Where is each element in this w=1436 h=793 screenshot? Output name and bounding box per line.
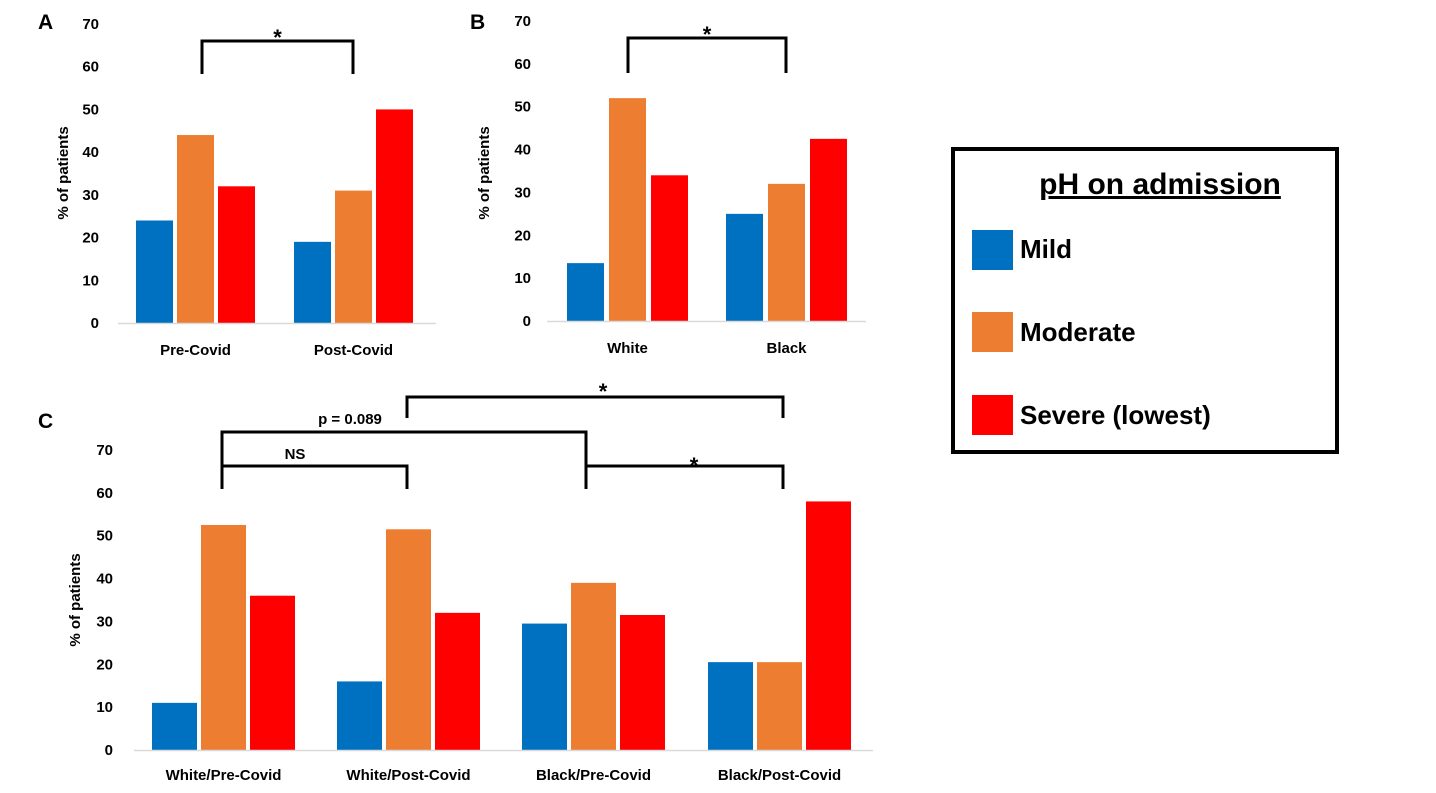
y-tick-label: 10 bbox=[514, 270, 531, 287]
x-category-label: Black/Pre-Covid bbox=[536, 767, 651, 784]
legend-title: pH on admission bbox=[1039, 168, 1281, 201]
y-tick-label: 0 bbox=[523, 313, 531, 330]
y-axis-label: % of patients bbox=[55, 126, 72, 219]
y-tick-label: 30 bbox=[514, 184, 531, 201]
chart-panels: A 0 10 20 30 40 50 60 70 % of patients Pre-Covid Po… bbox=[38, 11, 873, 784]
panel-b: B 0 10 20 30 40 50 60 70 % of patients White Black * bbox=[470, 11, 866, 357]
y-tick-label: 60 bbox=[82, 59, 99, 76]
legend-label-mild: Mild bbox=[1020, 234, 1072, 264]
bar-mild-white bbox=[567, 263, 604, 321]
significance-label: * bbox=[703, 22, 712, 47]
legend-swatch-mild bbox=[972, 230, 1013, 270]
significance-label: p = 0.089 bbox=[318, 411, 382, 428]
bar-severe-lowest-black-post-covid bbox=[806, 501, 851, 750]
legend-frame bbox=[951, 147, 1339, 454]
legend-swatch-severe bbox=[972, 395, 1013, 435]
bar-severe-lowest-white-pre-covid bbox=[250, 595, 295, 750]
bar-severe-lowest-black bbox=[810, 138, 847, 321]
bar-severe-lowest-white bbox=[651, 175, 688, 321]
x-category-label: Black/Post-Covid bbox=[718, 767, 841, 784]
y-tick-label: 20 bbox=[96, 656, 113, 673]
bar-moderate-post-covid bbox=[335, 190, 372, 323]
y-tick-label: 70 bbox=[82, 16, 99, 33]
significance-label: * bbox=[690, 453, 699, 478]
x-category-label: Black bbox=[766, 340, 807, 357]
y-axis-label: % of patients bbox=[67, 553, 84, 646]
bar-mild-white-pre-covid bbox=[152, 702, 197, 750]
panel-a: A 0 10 20 30 40 50 60 70 % of patients Pre-Covid Po… bbox=[38, 11, 436, 359]
legend: pH on admission Mild Moderate Severe (lo… bbox=[951, 147, 1339, 454]
significance-bracket bbox=[405, 395, 785, 418]
y-tick-label: 40 bbox=[514, 142, 531, 159]
bar-moderate-black-post-covid bbox=[757, 662, 802, 750]
bar-severe-lowest-black-pre-covid bbox=[620, 615, 665, 750]
y-tick-label: 10 bbox=[96, 699, 113, 716]
panel-label: B bbox=[470, 11, 485, 34]
bar-mild-black-post-covid bbox=[708, 662, 753, 750]
y-tick-label: 20 bbox=[514, 227, 531, 244]
y-tick-label: 30 bbox=[82, 187, 99, 204]
bar-mild-white-post-covid bbox=[337, 681, 382, 750]
y-tick-label: 10 bbox=[82, 272, 99, 289]
x-category-label: Pre-Covid bbox=[160, 342, 231, 359]
legend-swatch-moderate bbox=[972, 312, 1013, 352]
y-tick-label: 70 bbox=[514, 13, 531, 30]
significance-bracket bbox=[220, 430, 588, 466]
bar-moderate-pre-covid bbox=[177, 135, 214, 323]
bar-mild-black-pre-covid bbox=[522, 623, 567, 750]
y-tick-label: 50 bbox=[82, 101, 99, 118]
bar-severe-lowest-post-covid bbox=[376, 109, 413, 323]
bar-severe-lowest-white-post-covid bbox=[435, 612, 480, 750]
y-tick-label: 0 bbox=[105, 742, 113, 759]
y-tick-label: 20 bbox=[82, 230, 99, 247]
x-category-label: White/Post-Covid bbox=[346, 767, 470, 784]
bar-moderate-black bbox=[768, 183, 805, 321]
legend-label-severe: Severe (lowest) bbox=[1020, 400, 1211, 430]
y-tick-label: 60 bbox=[96, 485, 113, 502]
x-category-label: Post-Covid bbox=[314, 342, 393, 359]
y-tick-label: 30 bbox=[96, 613, 113, 630]
significance-label: * bbox=[273, 25, 282, 50]
x-category-label: White/Pre-Covid bbox=[166, 767, 282, 784]
y-tick-label: 50 bbox=[96, 528, 113, 545]
bar-moderate-white-pre-covid bbox=[201, 525, 246, 750]
y-tick-label: 0 bbox=[91, 315, 99, 332]
panel-c: C 0 10 20 30 40 50 60 70 % of patients White/Pre-C… bbox=[38, 379, 873, 784]
panel-label: C bbox=[38, 410, 53, 433]
bar-mild-pre-covid bbox=[136, 220, 173, 323]
panel-label: A bbox=[38, 11, 53, 34]
legend-label-moderate: Moderate bbox=[1020, 317, 1136, 347]
y-tick-label: 70 bbox=[96, 442, 113, 459]
bar-moderate-white-post-covid bbox=[386, 529, 431, 750]
bar-mild-post-covid bbox=[294, 241, 331, 323]
bar-moderate-white bbox=[609, 98, 646, 322]
significance-bracket bbox=[200, 39, 355, 74]
significance-bracket bbox=[220, 464, 409, 489]
y-tick-label: 50 bbox=[514, 99, 531, 116]
y-tick-label: 60 bbox=[514, 56, 531, 73]
significance-label: NS bbox=[285, 446, 306, 463]
significance-label: * bbox=[599, 379, 608, 404]
y-tick-label: 40 bbox=[82, 144, 99, 161]
bar-severe-lowest-pre-covid bbox=[218, 186, 255, 323]
bar-mild-black bbox=[726, 213, 763, 321]
significance-bracket bbox=[626, 36, 788, 73]
bar-moderate-black-pre-covid bbox=[571, 582, 616, 750]
y-tick-label: 40 bbox=[96, 571, 113, 588]
significance-bracket bbox=[584, 464, 785, 489]
y-axis-label: % of patients bbox=[476, 126, 493, 219]
x-category-label: White bbox=[607, 340, 648, 357]
